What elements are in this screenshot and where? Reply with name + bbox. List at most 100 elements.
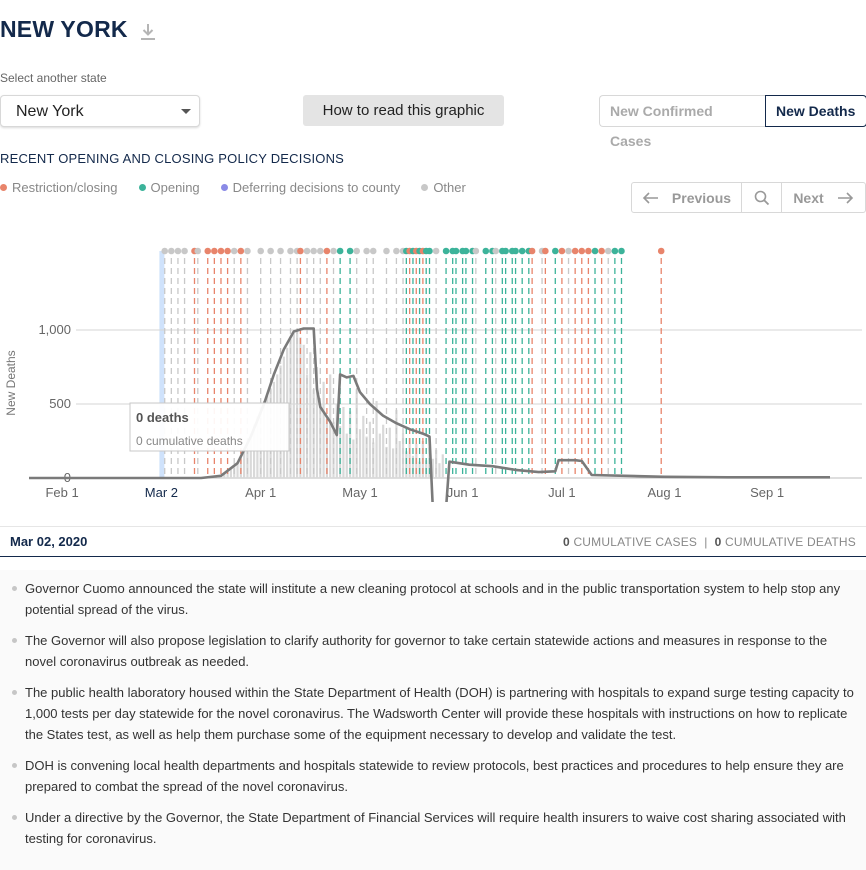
legend-label: Restriction/closing bbox=[12, 180, 118, 195]
policy-event-dot bbox=[224, 247, 231, 255]
legend-dot bbox=[421, 184, 429, 191]
tooltip-cumulative: 0 cumulative deaths bbox=[136, 434, 243, 448]
policy-event-dot bbox=[492, 247, 500, 255]
chart-tooltip: 0 deaths 0 cumulative deaths bbox=[129, 402, 290, 452]
daily-bar bbox=[368, 421, 372, 478]
state-select[interactable]: New York bbox=[0, 95, 200, 127]
policy-event-dot bbox=[502, 247, 509, 255]
policy-pager: Previous Next bbox=[631, 182, 866, 213]
y-tick-label: 500 bbox=[49, 396, 71, 411]
list-item: DOH is convening local health department… bbox=[12, 755, 856, 797]
policy-event-dot bbox=[369, 247, 377, 255]
policy-event-dot bbox=[462, 247, 470, 255]
daily-bar bbox=[292, 332, 295, 478]
previous-button[interactable]: Previous bbox=[632, 183, 742, 212]
cumulative-deaths-label: CUMULATIVE DEATHS bbox=[725, 535, 856, 549]
stats-separator: | bbox=[704, 535, 708, 549]
policy-event-dot bbox=[558, 247, 566, 255]
state-select-value: New York bbox=[16, 103, 84, 120]
legend-item-restriction[interactable]: Restriction/closing bbox=[0, 180, 118, 195]
select-state-label: Select another state bbox=[0, 71, 107, 85]
how-to-read-button[interactable]: How to read this graphic bbox=[303, 95, 504, 126]
daily-bar bbox=[296, 330, 299, 478]
y-axis-label: New Deaths bbox=[4, 350, 18, 415]
download-icon[interactable] bbox=[139, 22, 157, 42]
x-tick-label: Apr 1 bbox=[245, 485, 276, 500]
daily-bar bbox=[345, 433, 348, 478]
cumulative-stats: 0 CUMULATIVE CASES | 0 CUMULATIVE DEATHS bbox=[563, 535, 856, 549]
policy-event-dot bbox=[194, 247, 202, 255]
list-item: Under a directive by the Governor, the S… bbox=[12, 807, 856, 849]
policy-event-dot bbox=[316, 247, 324, 255]
daily-bar bbox=[405, 451, 408, 478]
daily-bar bbox=[382, 424, 385, 478]
legend-label: Other bbox=[433, 180, 466, 195]
policy-event-dot bbox=[211, 247, 218, 255]
list-item: Governor Cuomo announced the state will … bbox=[12, 578, 856, 620]
daily-bar bbox=[223, 473, 226, 478]
policy-event-dot bbox=[310, 247, 317, 255]
x-tick-label: Mar 2 bbox=[145, 485, 178, 500]
policy-event-dot bbox=[174, 247, 182, 255]
policy-event-dot bbox=[267, 247, 274, 255]
toggle-new-cases[interactable]: New Confirmed Cases bbox=[599, 95, 765, 149]
policy-event-dot bbox=[482, 247, 490, 255]
daily-bar bbox=[431, 458, 434, 478]
x-tick-label: Aug 1 bbox=[648, 485, 682, 500]
x-tick-label: May 1 bbox=[342, 485, 377, 500]
daily-bar bbox=[249, 433, 252, 478]
daily-bar bbox=[441, 454, 444, 478]
policy-event-dot bbox=[204, 247, 212, 255]
daily-bar bbox=[438, 463, 441, 478]
page-title: NEW YORK bbox=[0, 16, 128, 42]
policy-notes: Governor Cuomo announced the state will … bbox=[0, 570, 866, 870]
tooltip-deaths: 0 deaths bbox=[136, 410, 189, 425]
policy-event-dot bbox=[383, 247, 390, 255]
cumulative-cases-value: 0 bbox=[563, 535, 570, 549]
metric-toggle: New Confirmed Cases New Deaths bbox=[599, 95, 866, 149]
policy-event-dot bbox=[217, 247, 225, 255]
average-line bbox=[29, 327, 830, 502]
daily-bar bbox=[375, 401, 378, 478]
selected-date: Mar 02, 2020 bbox=[10, 534, 88, 549]
daily-bar bbox=[329, 374, 332, 478]
next-label: Next bbox=[793, 189, 824, 206]
legend-item-other[interactable]: Other bbox=[421, 180, 466, 195]
search-button[interactable] bbox=[742, 183, 782, 212]
policy-event-dot bbox=[323, 247, 331, 255]
daily-bar bbox=[411, 455, 415, 478]
policy-event-dot bbox=[578, 247, 586, 255]
x-tick-label: Sep 1 bbox=[750, 485, 784, 500]
selected-date-bar: Mar 02, 2020 0 CUMULATIVE CASES | 0 CUMU… bbox=[0, 526, 866, 557]
policy-event-dot bbox=[426, 247, 433, 255]
legend-item-county[interactable]: Deferring decisions to county bbox=[220, 180, 400, 195]
daily-bar bbox=[226, 472, 229, 478]
daily-bar bbox=[302, 344, 305, 478]
next-button[interactable]: Next bbox=[782, 183, 865, 212]
policy-section-title: RECENT OPENING AND CLOSING POLICY DECISI… bbox=[0, 151, 345, 166]
legend-item-opening[interactable]: Opening bbox=[138, 180, 200, 195]
policy-event-dot bbox=[591, 247, 599, 255]
toggle-new-deaths[interactable]: New Deaths bbox=[765, 95, 866, 127]
daily-bar bbox=[348, 411, 352, 478]
legend-dot bbox=[138, 184, 146, 191]
policy-event-dot bbox=[432, 247, 440, 255]
policy-event-dot bbox=[442, 247, 450, 255]
policy-event-dot bbox=[336, 247, 344, 255]
policy-event-dot bbox=[598, 247, 605, 255]
daily-bar bbox=[243, 448, 246, 478]
daily-bar bbox=[362, 415, 365, 478]
policy-event-dot bbox=[257, 247, 265, 255]
policy-event-dot bbox=[518, 247, 526, 255]
list-item: The Governor will also propose legislati… bbox=[12, 630, 856, 672]
daily-bar bbox=[365, 436, 368, 478]
policy-event-dot bbox=[303, 247, 311, 255]
policy-event-dot bbox=[618, 247, 625, 255]
daily-bar bbox=[229, 469, 233, 478]
arrow-right-icon bbox=[837, 191, 853, 204]
policy-event-dot bbox=[604, 247, 612, 255]
policy-event-dot bbox=[161, 247, 169, 255]
daily-bar bbox=[315, 367, 319, 478]
daily-bar bbox=[358, 429, 362, 478]
